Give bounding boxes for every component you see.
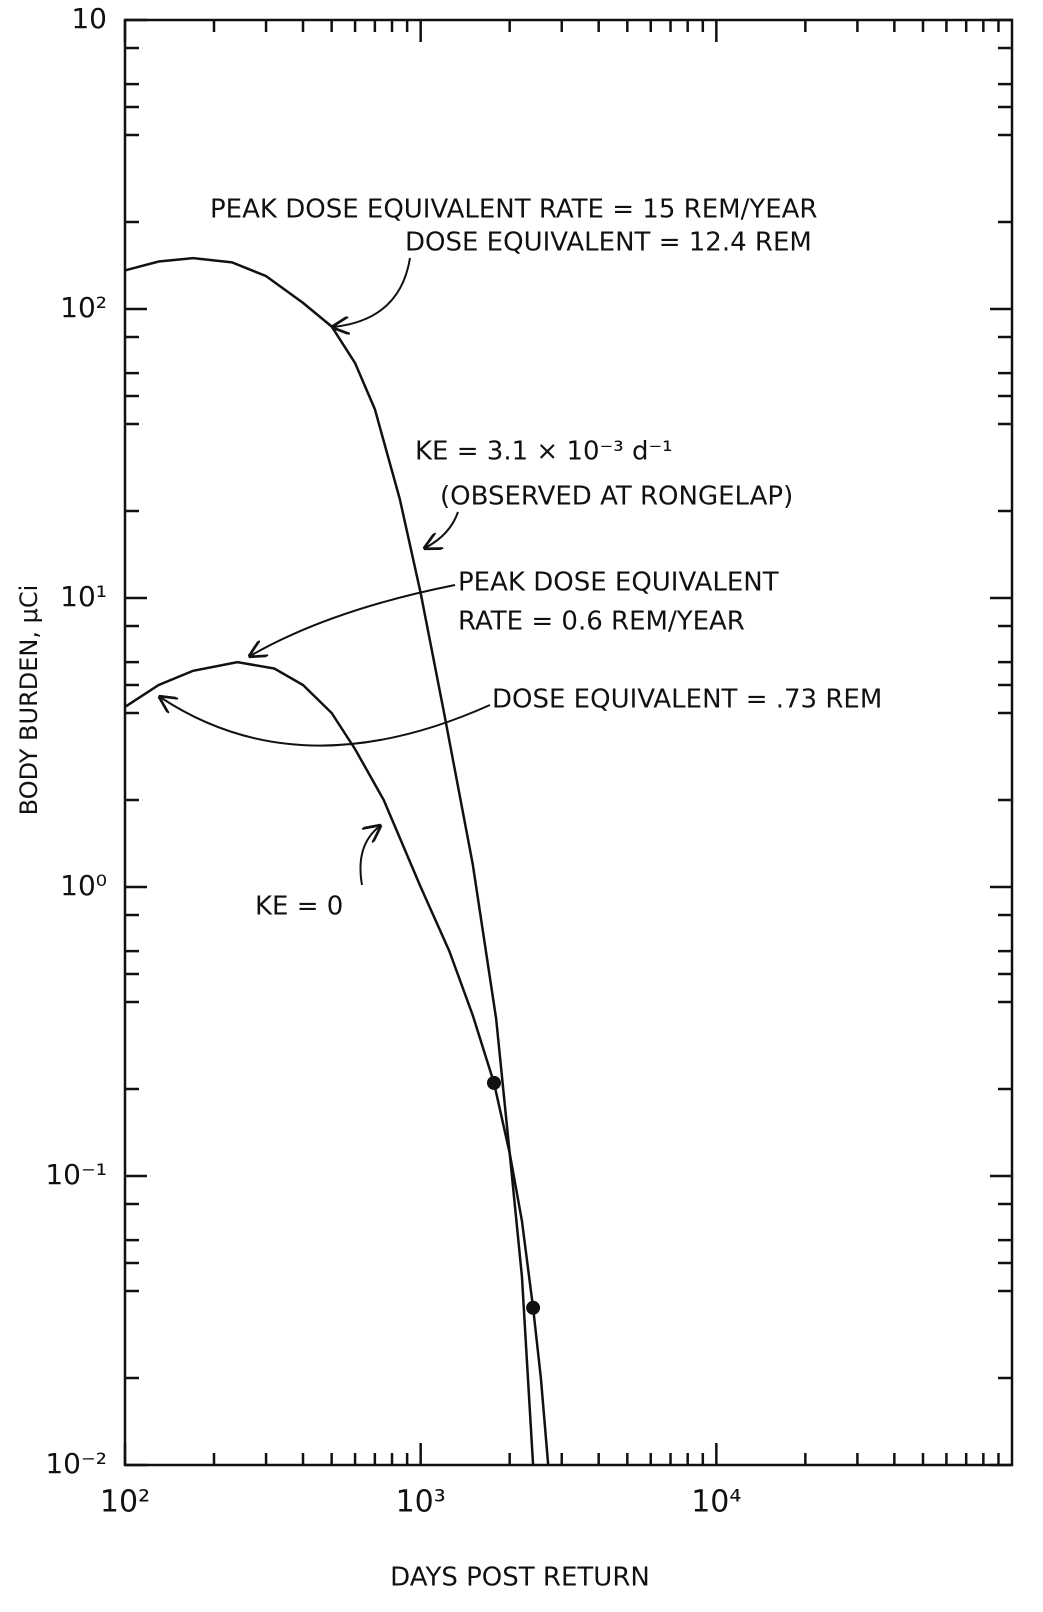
- annotation: KE = 3.1 × 10⁻³ d⁻¹: [415, 437, 673, 467]
- annotation: KE = 0: [255, 892, 343, 922]
- annotation: PEAK DOSE EQUIVALENT RATE = 15 REM/YEAR: [210, 195, 818, 225]
- curve: [124, 256, 535, 1466]
- curve: [124, 660, 550, 1466]
- y-tick-label: 10⁻²: [45, 1447, 107, 1480]
- arrow: [160, 697, 491, 747]
- x-tick-label: 10⁴: [691, 1485, 741, 1520]
- y-tick-label: 10¹: [60, 580, 107, 613]
- y-tick-label: 10⁰: [60, 869, 107, 902]
- annotation: DOSE EQUIVALENT = .73 REM: [492, 685, 882, 715]
- arrow: [425, 511, 459, 548]
- y-axis-title: BODY BURDEN, μCi: [15, 585, 43, 816]
- y-tick-label: 10⁻¹: [45, 1158, 107, 1191]
- annotation: DOSE EQUIVALENT = 12.4 REM: [405, 228, 812, 258]
- data-point: [526, 1300, 541, 1315]
- x-axis-title: DAYS POST RETURN: [390, 1563, 650, 1593]
- annotation: (OBSERVED AT RONGELAP): [440, 482, 793, 512]
- arrow: [359, 826, 380, 886]
- arrow: [250, 584, 456, 656]
- y-tick-label: 10²: [60, 291, 107, 324]
- annotation: PEAK DOSE EQUIVALENT: [458, 568, 779, 598]
- annotation: RATE = 0.6 REM/YEAR: [458, 607, 745, 637]
- data-point: [486, 1075, 501, 1090]
- plot-frame: [123, 18, 1014, 1467]
- y-tick-label: 10: [71, 2, 107, 35]
- x-tick-label: 10²: [100, 1485, 150, 1520]
- x-tick-label: 10³: [396, 1485, 446, 1520]
- arrow: [333, 257, 411, 327]
